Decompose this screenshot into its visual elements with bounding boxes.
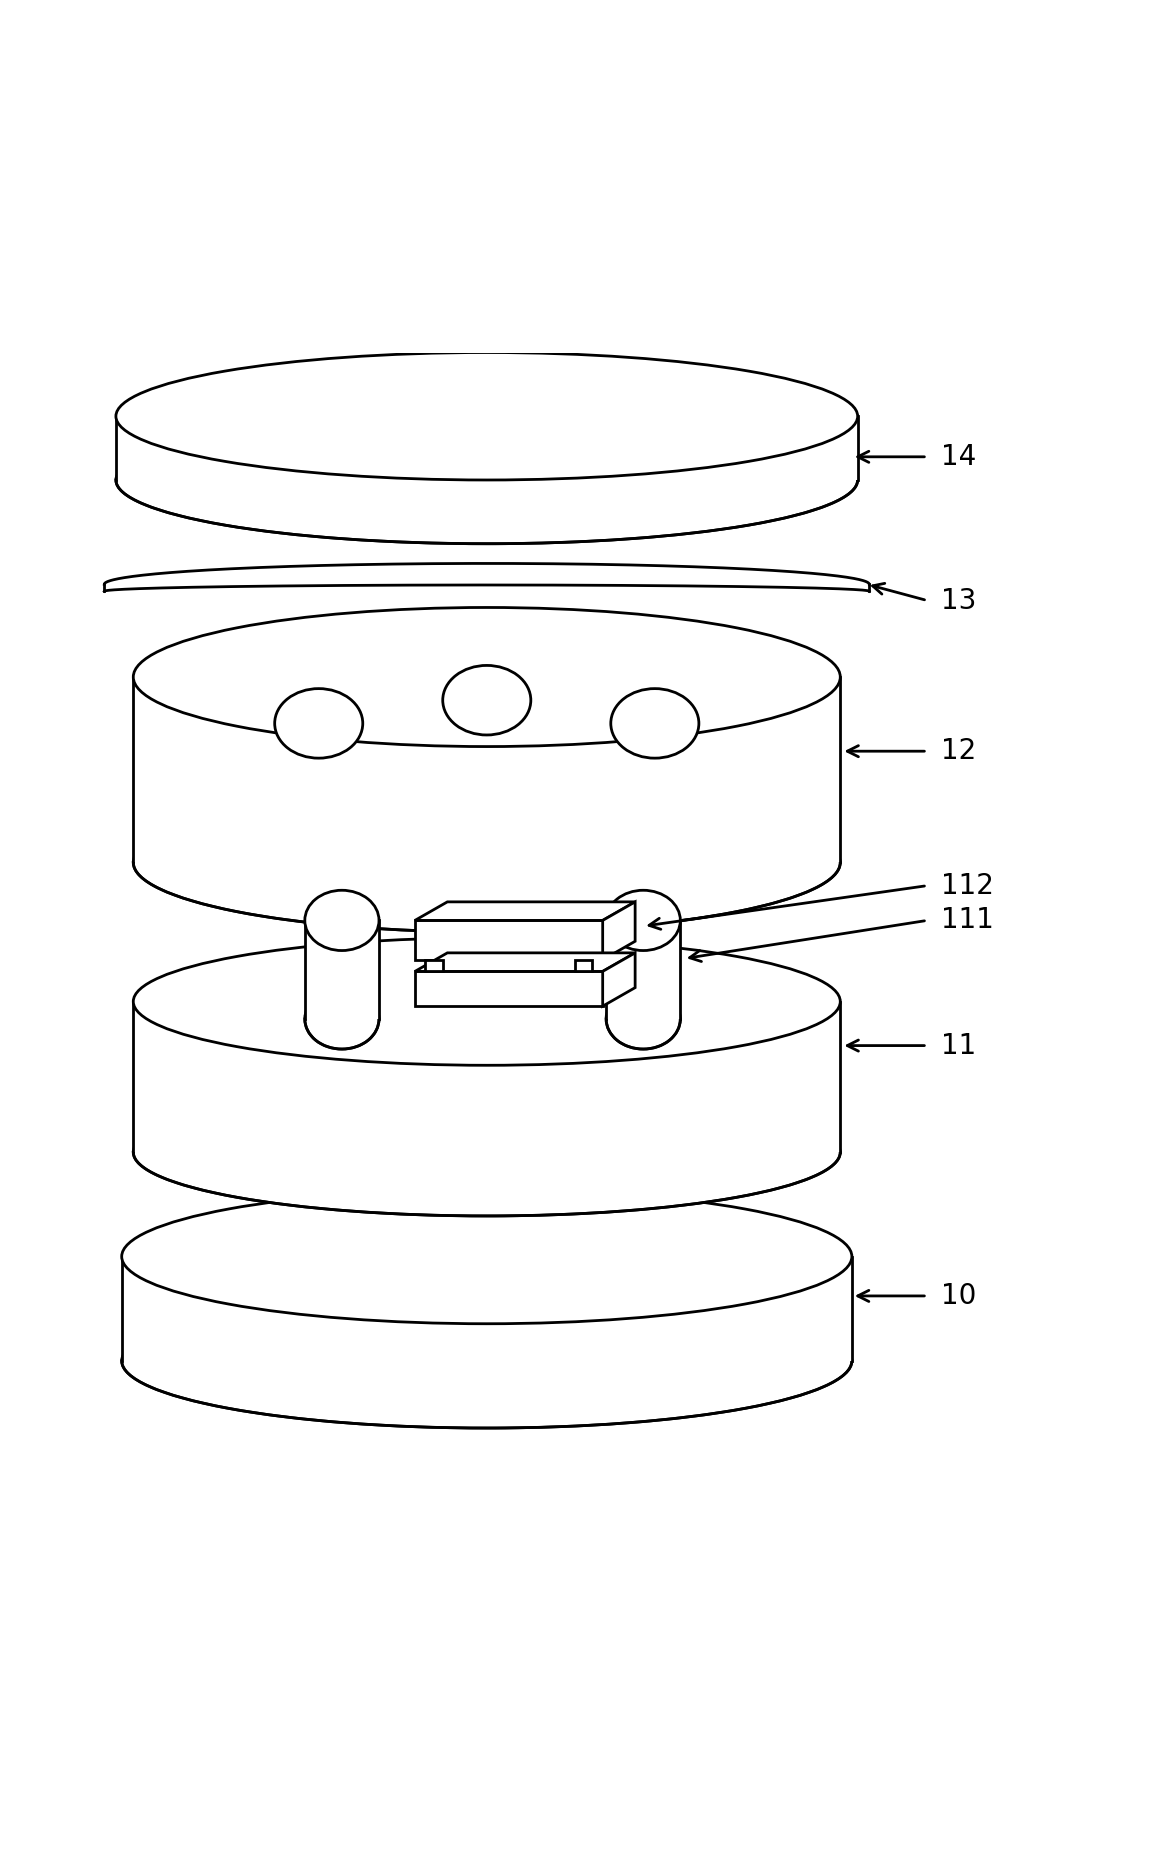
Text: 12: 12 (941, 736, 976, 766)
Text: 111: 111 (941, 906, 994, 934)
Polygon shape (606, 921, 680, 1020)
Text: 11: 11 (941, 1031, 976, 1059)
Polygon shape (122, 1256, 852, 1361)
Polygon shape (603, 953, 635, 1007)
Polygon shape (133, 677, 840, 863)
Polygon shape (575, 960, 592, 971)
Polygon shape (425, 960, 443, 971)
Polygon shape (133, 1001, 840, 1152)
Polygon shape (116, 416, 858, 481)
Ellipse shape (116, 416, 858, 544)
Ellipse shape (116, 352, 858, 481)
Ellipse shape (443, 665, 531, 734)
Ellipse shape (122, 1294, 852, 1428)
Text: 112: 112 (941, 872, 994, 900)
Polygon shape (305, 921, 379, 1020)
Polygon shape (415, 921, 603, 960)
Polygon shape (603, 902, 635, 960)
Text: 13: 13 (941, 587, 977, 615)
Ellipse shape (133, 938, 840, 1066)
Polygon shape (415, 971, 603, 1007)
Ellipse shape (305, 891, 379, 951)
Polygon shape (415, 953, 635, 971)
Text: 14: 14 (941, 444, 976, 472)
Ellipse shape (305, 988, 379, 1049)
Ellipse shape (133, 608, 840, 747)
Ellipse shape (122, 1189, 852, 1323)
Ellipse shape (133, 792, 840, 932)
Ellipse shape (606, 891, 680, 951)
Ellipse shape (133, 1089, 840, 1215)
Ellipse shape (611, 688, 699, 759)
Ellipse shape (275, 688, 363, 759)
Polygon shape (415, 902, 635, 921)
Ellipse shape (606, 988, 680, 1049)
Text: 10: 10 (941, 1282, 977, 1310)
